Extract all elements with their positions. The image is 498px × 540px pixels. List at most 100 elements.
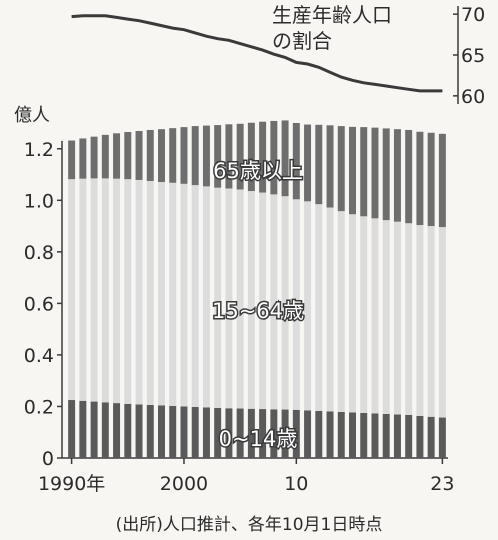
bar-segment-age-15-64: [214, 187, 222, 409]
bar-segment-age-65-plus: [90, 136, 98, 179]
bar-segment-age-15-64: [349, 214, 356, 413]
bar-segment-age-0-14: [337, 411, 345, 458]
bar-segment-age-0-14: [158, 405, 165, 458]
bar-x-tick-label: 1990年: [38, 473, 105, 495]
bar-y-tick-label: 0.8: [24, 242, 54, 264]
bar-y-tick-label: 0.4: [24, 345, 54, 367]
bar-segment-age-15-64: [79, 178, 87, 401]
bar-segment-age-15-64: [304, 201, 312, 411]
bar-segment-age-0-14: [438, 417, 446, 458]
y-axis-unit-label: 億人: [14, 105, 50, 126]
bar-y-tick-label: 0: [42, 448, 54, 470]
bar-segment-age-15-64: [236, 189, 244, 409]
bar-y-tick-label: 1.2: [24, 139, 54, 161]
bar-segment-age-0-14: [427, 416, 435, 458]
bar-segment-age-65-plus: [382, 128, 390, 221]
bar-segment-age-15-64: [202, 186, 210, 408]
bar-segment-age-0-14: [292, 409, 300, 458]
bar-segment-age-0-14: [101, 402, 109, 458]
bar-segment-age-15-64: [169, 182, 177, 406]
bar-segment-age-0-14: [79, 400, 87, 458]
bar-segment-age-0-14: [270, 409, 278, 458]
bar-segment-age-65-plus: [180, 127, 188, 184]
ratio-series-label-line-2: の割合: [272, 29, 332, 53]
bar-segment-age-65-plus: [315, 124, 323, 205]
bar-segment-age-15-64: [360, 216, 368, 413]
bar-segment-age-65-plus: [169, 128, 177, 183]
bar-segment-age-0-14: [124, 403, 132, 458]
bar-segment-age-65-plus: [191, 126, 199, 186]
bar-segment-age-65-plus: [337, 126, 345, 212]
bar-segment-age-0-14: [281, 409, 289, 458]
ratio-tick-label: 65: [461, 45, 485, 67]
bar-segment-age-65-plus: [146, 129, 154, 181]
bar-y-tick-label: 0.6: [24, 293, 54, 315]
bar-segment-age-15-64: [180, 183, 188, 407]
bar-segment-age-15-64: [416, 225, 424, 416]
bar-x-tick-label: 23: [430, 473, 454, 495]
bar-segment-age-15-64: [146, 180, 154, 405]
bar-segment-age-15-64: [438, 227, 446, 418]
bar-segment-age-15-64: [270, 194, 278, 410]
bar-segment-age-15-64: [371, 218, 379, 414]
working-age-ratio-line: [71, 14, 443, 93]
bar-segment-age-65-plus: [360, 127, 368, 217]
bar-segment-age-0-14: [315, 410, 323, 458]
bar-segment-age-15-64: [281, 196, 289, 410]
bar-segment-age-65-plus: [214, 125, 222, 188]
ratio-y-ticks: 60 65 70: [453, 4, 485, 108]
bar-segment-age-65-plus: [326, 125, 334, 208]
bar-segment-age-15-64: [405, 223, 413, 415]
bar-segment-age-65-plus: [281, 120, 289, 197]
stacked-bars: [68, 120, 446, 458]
bar-segment-age-0-14: [180, 406, 188, 458]
bar-segment-age-0-14: [225, 408, 233, 458]
bar-segment-age-65-plus: [270, 120, 278, 195]
bar-segment-age-0-14: [214, 408, 222, 458]
bar-segment-age-65-plus: [202, 125, 210, 187]
bar-segment-age-65-plus: [247, 122, 255, 192]
bar-segment-age-65-plus: [101, 134, 109, 179]
bar-segment-age-15-64: [315, 204, 323, 411]
bar-segment-age-65-plus: [124, 132, 132, 180]
bar-segment-age-0-14: [393, 414, 401, 458]
segment-label-65-plus: 65歳以上: [213, 159, 303, 183]
bar-segment-age-15-64: [191, 185, 199, 407]
bar-x-ticks: 1990年 2000 10 23: [38, 458, 454, 495]
bar-segment-age-15-64: [292, 199, 300, 410]
bar-segment-age-65-plus: [427, 132, 435, 227]
bar-segment-age-15-64: [393, 221, 401, 415]
bar-segment-age-15-64: [259, 192, 267, 410]
bar-segment-age-0-14: [382, 413, 390, 458]
bar-segment-age-15-64: [101, 178, 109, 403]
ratio-series-label-line-1: 生産年齢人口: [272, 3, 392, 27]
bar-segment-age-15-64: [247, 191, 255, 409]
bar-segment-age-65-plus: [158, 129, 165, 183]
bar-y-tick-label: 0.2: [24, 396, 54, 418]
bar-segment-age-15-64: [113, 178, 121, 404]
bar-segment-age-0-14: [304, 410, 312, 458]
bar-segment-age-15-64: [158, 182, 165, 406]
bar-segment-age-0-14: [371, 413, 379, 458]
bar-segment-age-0-14: [202, 407, 210, 458]
bar-segment-age-15-64: [90, 178, 98, 402]
bar-segment-age-0-14: [360, 412, 368, 458]
bar-segment-age-0-14: [90, 401, 98, 458]
ratio-tick-label: 60: [461, 86, 485, 108]
bar-segment-age-0-14: [405, 414, 413, 458]
bar-segment-age-65-plus: [79, 138, 87, 179]
bar-segment-age-0-14: [247, 408, 255, 458]
bar-segment-age-65-plus: [438, 133, 446, 228]
bar-segment-age-65-plus: [292, 123, 300, 200]
bar-segment-age-0-14: [259, 409, 267, 458]
bar-segment-age-65-plus: [371, 127, 379, 219]
bar-segment-age-0-14: [146, 404, 154, 458]
bar-segment-age-0-14: [416, 416, 424, 458]
bar-segment-age-0-14: [68, 400, 76, 458]
bar-segment-age-65-plus: [259, 121, 267, 193]
bar-segment-age-15-64: [337, 211, 345, 412]
bar-segment-age-0-14: [349, 412, 356, 458]
bar-segment-age-65-plus: [135, 130, 143, 180]
bar-segment-age-65-plus: [68, 140, 76, 180]
